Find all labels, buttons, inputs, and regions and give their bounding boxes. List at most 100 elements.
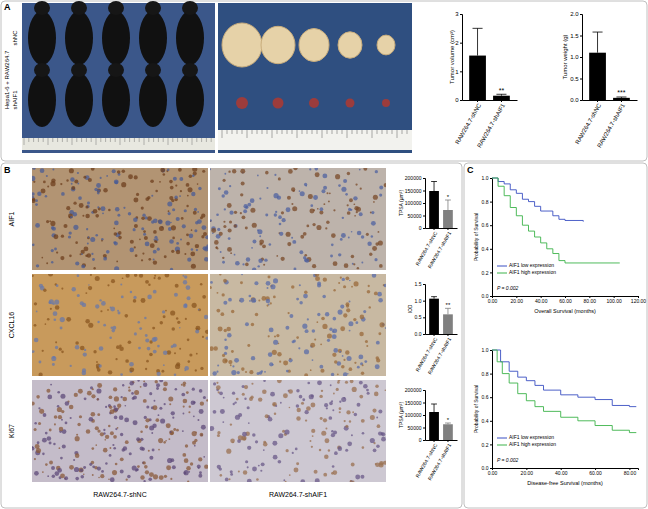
- ihc-cell: [288, 169, 293, 174]
- ihc-cell: [227, 203, 232, 208]
- ihc-cell: [143, 480, 145, 482]
- ihc-cell: [36, 395, 40, 399]
- ihc-cell: [244, 398, 246, 400]
- ihc-cell: [372, 246, 377, 251]
- ihc-cell: [219, 274, 221, 276]
- row-label: AIF1: [8, 212, 15, 227]
- ihc-cell: [149, 392, 152, 395]
- ihc-cell: [34, 428, 37, 431]
- ihc-cell: [121, 182, 126, 187]
- ihc-cell: [357, 366, 360, 369]
- ihc-cell: [310, 343, 315, 348]
- error-bar: [431, 182, 437, 192]
- ihc-cell: [146, 405, 149, 408]
- ihc-cell: [125, 440, 129, 444]
- legend-swatch: [497, 266, 507, 267]
- ihc-cell: [186, 466, 191, 471]
- bar-chart: 0.00.51.01.52.0RAW264.7-shNCRAW264.7-shA…: [562, 11, 638, 148]
- ihc-cell: [41, 257, 43, 259]
- ihc-cell: [270, 392, 275, 397]
- tick: 150000: [405, 188, 425, 194]
- ihc-cell: [321, 189, 325, 193]
- ihc-cell: [32, 447, 35, 451]
- ihc-cell: [212, 232, 214, 234]
- tumor: [222, 23, 262, 67]
- ihc-cell: [110, 307, 112, 309]
- ihc-cell: [94, 188, 98, 192]
- ihc-cell: [274, 213, 277, 216]
- ihc-cell: [217, 228, 220, 231]
- tick-mark: [434, 334, 435, 336]
- ihc-cell: [235, 261, 240, 266]
- ihc-cell: [201, 425, 206, 430]
- ihc-cell: [323, 203, 325, 205]
- ihc-cell: [82, 371, 87, 376]
- ihc-cell: [385, 389, 386, 391]
- ihc-cell: [200, 434, 203, 437]
- legend-swatch: [497, 438, 507, 439]
- ihc-cell: [283, 361, 288, 366]
- ihc-cell: [361, 262, 363, 264]
- ihc-cell: [338, 184, 341, 187]
- ihc-cell: [247, 406, 250, 409]
- ihc-cell: [205, 330, 208, 334]
- ihc-cell: [270, 284, 275, 289]
- ihc-cell: [99, 346, 104, 351]
- ihc-cell: [153, 260, 157, 264]
- ihc-cell: [72, 287, 76, 291]
- ihc-cell: [279, 361, 281, 363]
- ihc-cell: [197, 211, 199, 213]
- tick: 0.0: [482, 293, 492, 299]
- ihc-cell: [34, 302, 37, 305]
- ihc-cell: [83, 473, 85, 475]
- ihc-cell: [371, 235, 374, 238]
- error-bar: [445, 308, 451, 314]
- ihc-cell: [241, 274, 243, 275]
- ruler-tick: [232, 130, 233, 134]
- ihc-cell: [234, 254, 236, 256]
- axis-title: Disease-free Survival (months): [527, 480, 603, 486]
- ruler-tick: [86, 138, 87, 142]
- tick-label: 1: [455, 69, 459, 75]
- ihc-cell: [101, 301, 106, 306]
- tick-label: 0.6: [482, 394, 489, 400]
- tick-mark: [423, 191, 425, 192]
- group-title: Hepa1-6 + RAW264.7: [4, 50, 10, 109]
- ihc-cell: [34, 471, 39, 476]
- ihc-cell: [150, 243, 155, 248]
- ihc-cell: [110, 307, 115, 312]
- tumor: [273, 98, 284, 109]
- ihc-cell: [361, 419, 365, 423]
- tick: 100000: [405, 200, 425, 206]
- ihc-cell: [247, 446, 251, 450]
- ihc-cell: [250, 396, 253, 399]
- tick: RAW264.7-shAIF1: [426, 228, 452, 269]
- ihc-cell: [340, 305, 344, 309]
- ihc-cell: [333, 348, 338, 353]
- ihc-cell: [129, 362, 134, 367]
- ihc-cell: [61, 419, 63, 421]
- ihc-cell: [300, 479, 305, 482]
- ihc-cell: [240, 281, 243, 284]
- ihc-cell: [173, 428, 176, 431]
- ihc-cell: [143, 383, 147, 387]
- mouse: [65, 11, 93, 65]
- ihc-cell: [328, 200, 330, 202]
- ihc-cell: [85, 292, 87, 294]
- tick-label: 0.2: [482, 270, 489, 276]
- ihc-cell: [108, 478, 110, 480]
- ihc-cell: [292, 340, 295, 343]
- tick: 150000: [405, 400, 425, 406]
- ihc-cell: [296, 462, 299, 465]
- ihc-cell: [171, 345, 174, 348]
- ihc-cell: [292, 190, 294, 192]
- ihc-cell: [116, 345, 120, 349]
- ruler-tick: [144, 138, 145, 145]
- ihc-cell: [120, 470, 124, 474]
- ihc-cell: [331, 373, 334, 376]
- ihc-cell: [60, 183, 62, 185]
- tick-mark: [501, 100, 502, 102]
- panel-frames: [1, 1, 647, 508]
- ihc-cell: [312, 329, 316, 333]
- ihc-cell: [331, 400, 333, 402]
